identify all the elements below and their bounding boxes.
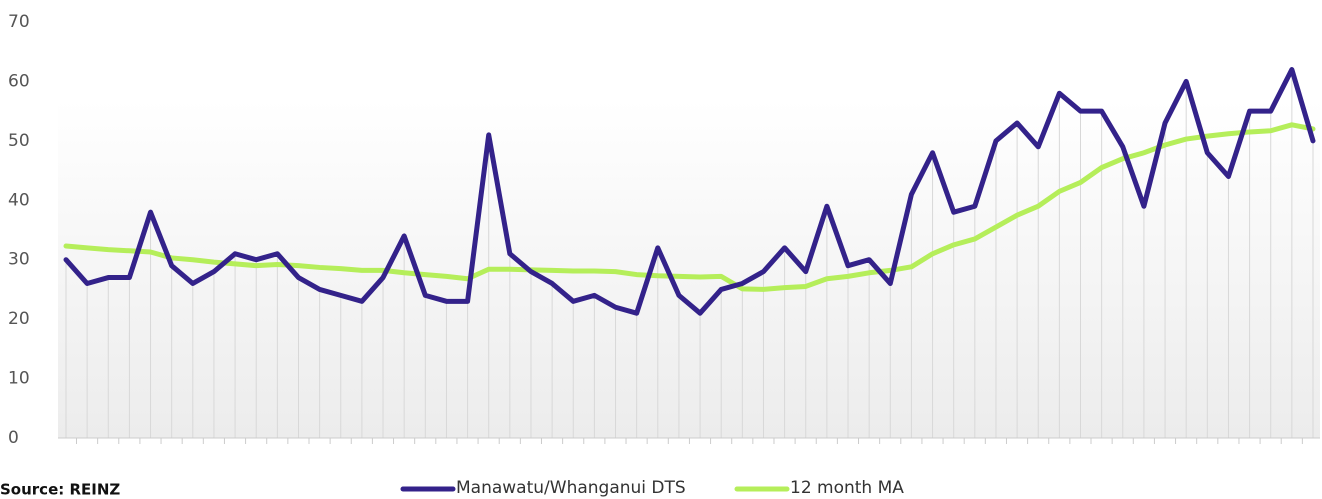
y-tick-label: 30 [8, 250, 30, 270]
y-tick-label: 40 [8, 190, 30, 210]
legend-label: Manawatu/Whanganui DTS [456, 478, 686, 498]
source: Source: REINZ [0, 481, 120, 499]
y-tick-label: 50 [8, 131, 30, 151]
y-tick-label: 70 [8, 12, 30, 32]
y-tick-label: 10 [8, 369, 30, 389]
y-tick-label: 0 [8, 428, 19, 448]
y-tick-label: 60 [8, 71, 30, 91]
legend-label: 12 month MA [790, 478, 904, 498]
series-line [63, 122, 1316, 292]
plot-background [58, 100, 1320, 438]
series-line [63, 67, 1316, 316]
y-tick-label: 20 [8, 309, 30, 329]
